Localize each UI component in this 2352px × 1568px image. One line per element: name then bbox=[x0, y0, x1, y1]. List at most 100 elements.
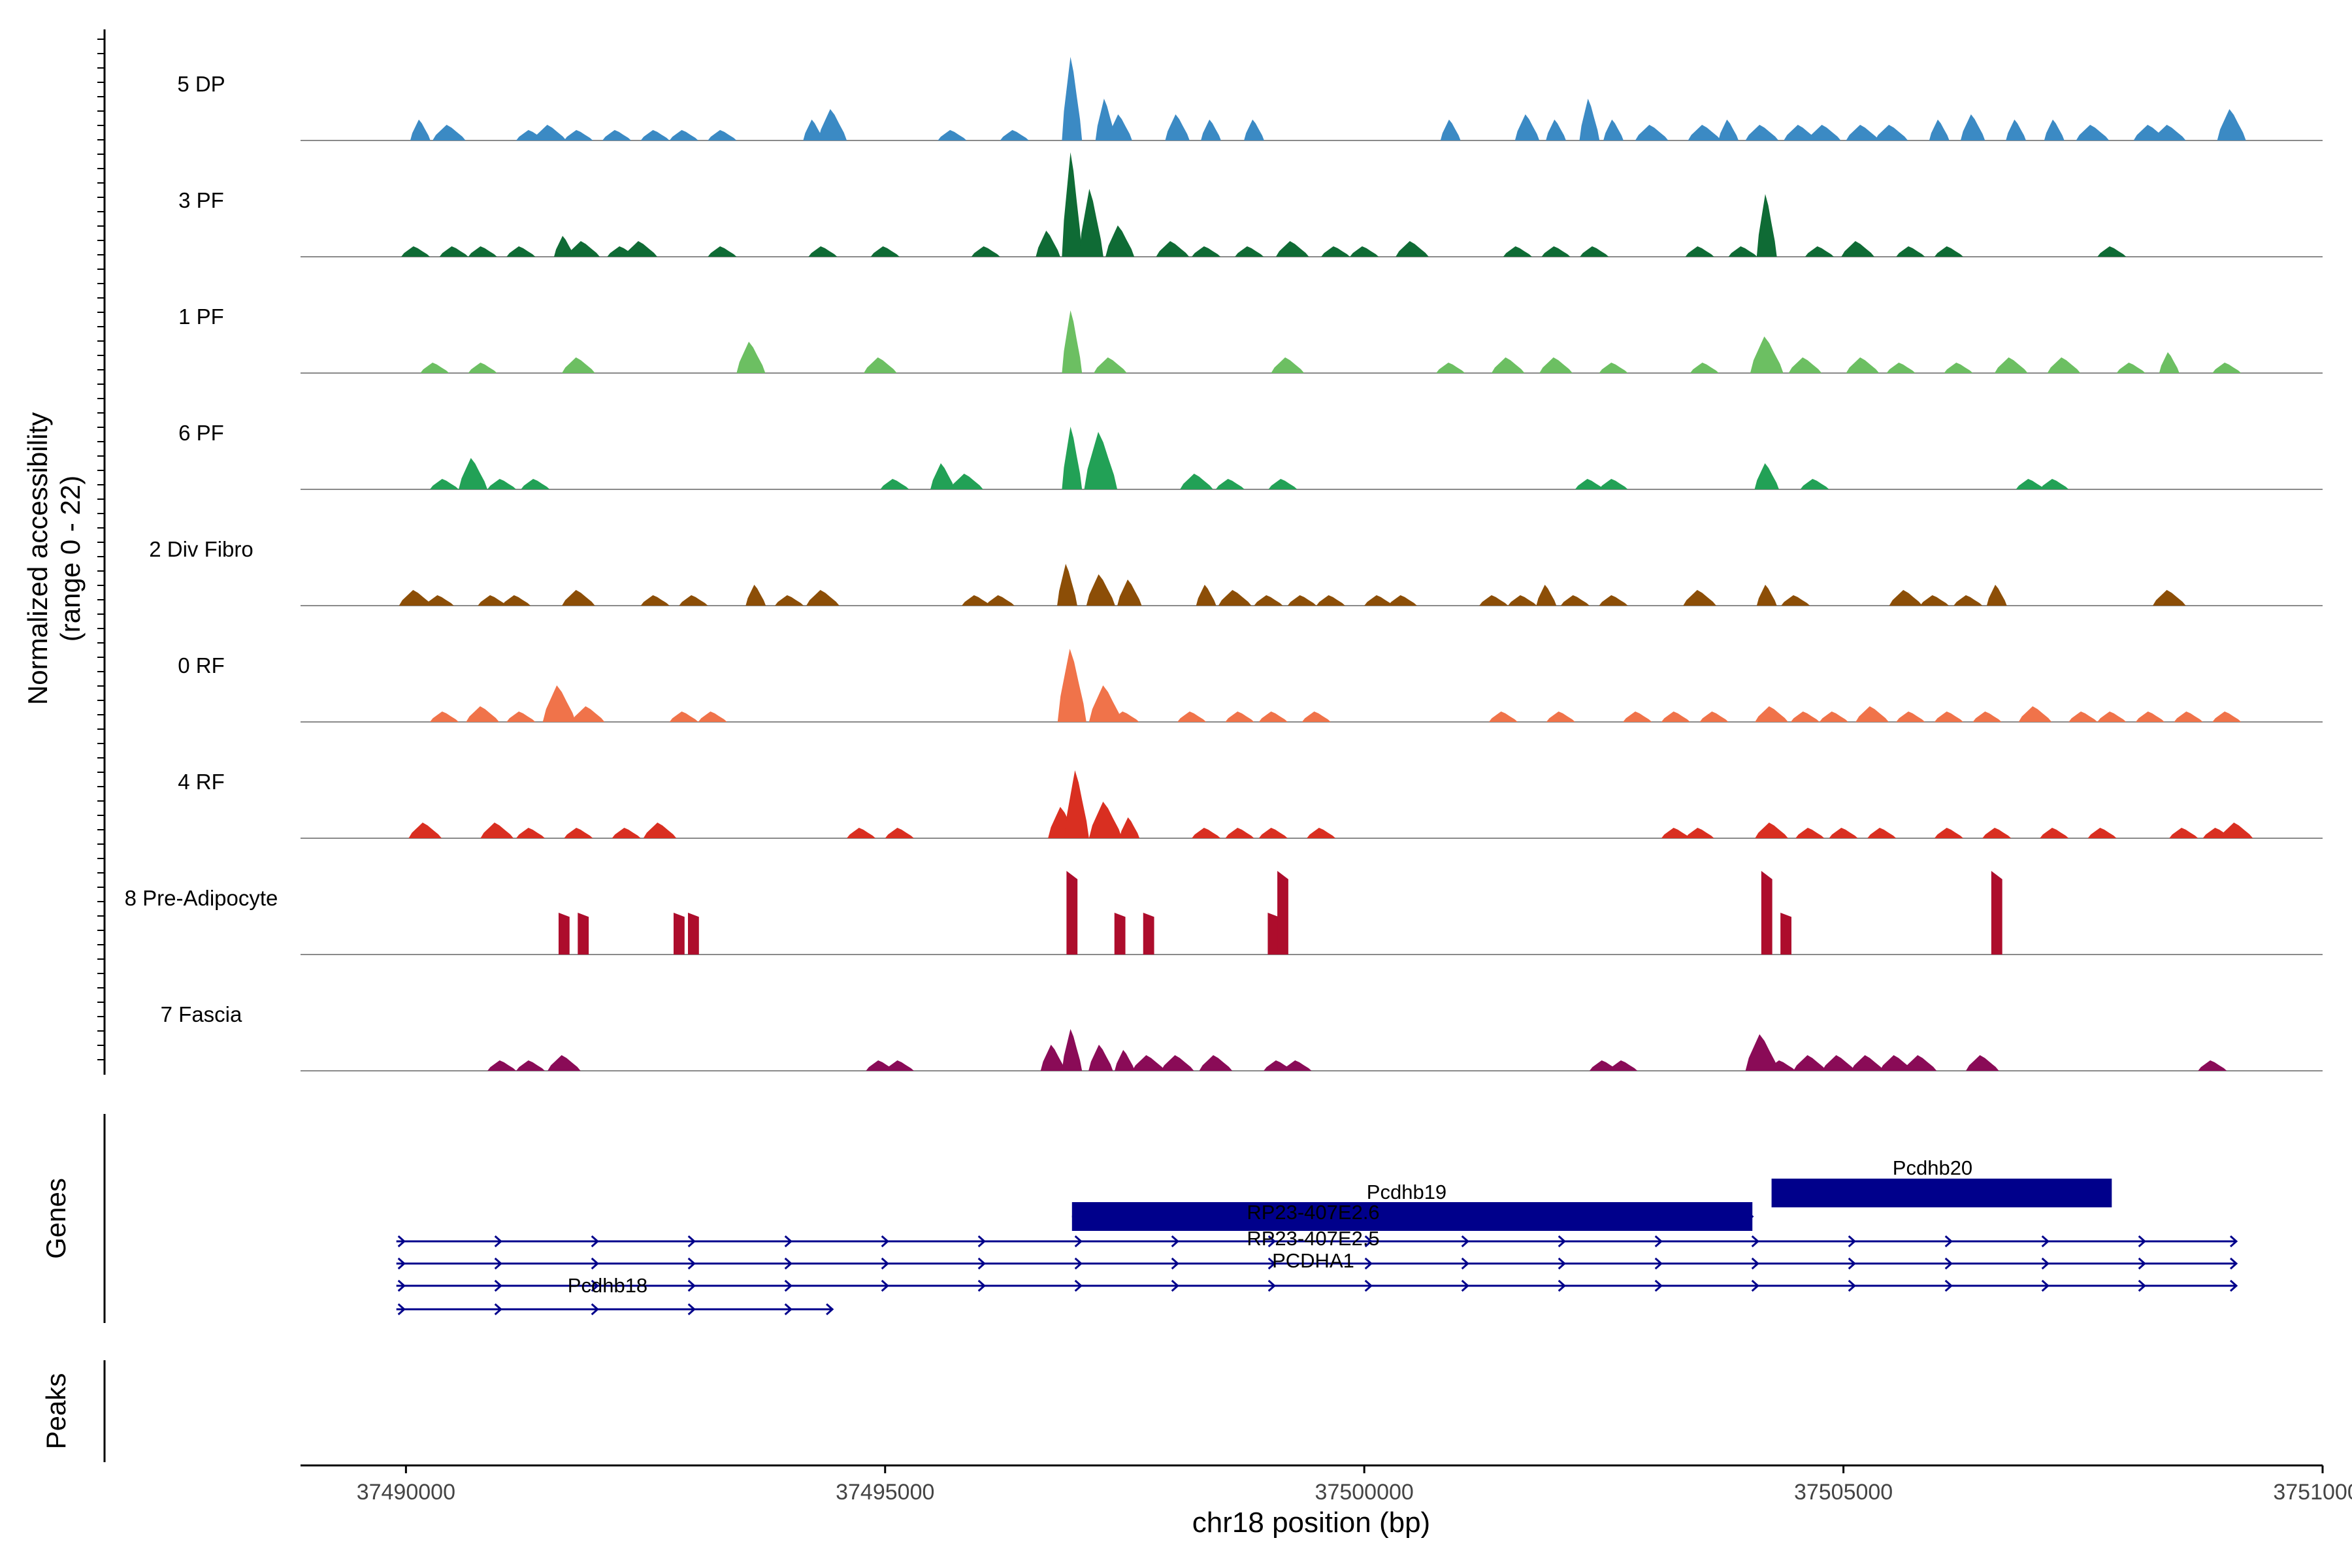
strand-arrow bbox=[2229, 1279, 2238, 1292]
coverage-peak bbox=[1718, 120, 1739, 140]
coverage-peak bbox=[1685, 828, 1714, 838]
coverage-peak bbox=[1934, 711, 1963, 722]
coverage-peak bbox=[433, 125, 466, 140]
strand-arrow bbox=[977, 1279, 986, 1292]
strand-arrow bbox=[1654, 1257, 1663, 1270]
coverage-peak bbox=[558, 913, 570, 955]
coverage-peak bbox=[2198, 1060, 2227, 1071]
coverage-peak bbox=[1117, 580, 1142, 606]
coverage-peak bbox=[1057, 564, 1077, 606]
strand-arrow bbox=[1074, 1235, 1083, 1248]
strand-arrow bbox=[1461, 1235, 1469, 1248]
coverage-peak bbox=[643, 823, 677, 838]
coverage-peak bbox=[1953, 595, 1983, 606]
coverage-peak bbox=[516, 828, 546, 838]
coverage-peak bbox=[430, 479, 459, 489]
coverage-peak bbox=[1105, 225, 1135, 257]
strand-arrow bbox=[2229, 1235, 2238, 1248]
strand-arrow bbox=[1074, 1279, 1083, 1292]
coverage-peak bbox=[1661, 711, 1690, 722]
gene-label: Pcdhb19 bbox=[1367, 1181, 1446, 1203]
strand-arrow bbox=[1364, 1279, 1373, 1292]
coverage-peak bbox=[1440, 120, 1461, 140]
strand-arrow bbox=[1556, 1210, 1565, 1223]
strand-arrow bbox=[591, 1303, 599, 1316]
coverage-peak bbox=[468, 246, 497, 257]
coverage-peak bbox=[487, 479, 517, 489]
coverage-peak bbox=[1821, 1055, 1855, 1071]
coverage-peak bbox=[1491, 357, 1525, 373]
strand-arrow bbox=[591, 1235, 599, 1248]
peaks-panel: Peaks bbox=[41, 1360, 106, 1462]
coverage-peak bbox=[669, 130, 698, 140]
coverage-peak bbox=[1879, 1055, 1913, 1071]
track-5-dp: 5 DP bbox=[177, 57, 2323, 141]
gene-transcript bbox=[396, 1303, 834, 1316]
coverage-peak bbox=[2169, 828, 2198, 838]
coverage-peak bbox=[1301, 711, 1331, 722]
coverage-peak bbox=[425, 595, 454, 606]
coverage-peak bbox=[1132, 1055, 1166, 1071]
coverage-peak bbox=[938, 130, 967, 140]
x-axis-title: chr18 position (bp) bbox=[1192, 1507, 1430, 1539]
coverage-peak bbox=[562, 357, 595, 373]
coverage-peak bbox=[2217, 109, 2246, 140]
coverage-peak bbox=[775, 595, 804, 606]
coverage-peak bbox=[410, 120, 431, 140]
coverage-peak bbox=[516, 1060, 546, 1071]
coverage-peak bbox=[2040, 479, 2069, 489]
strand-arrow bbox=[784, 1257, 792, 1270]
track-3-pf: 3 PF bbox=[178, 152, 2323, 257]
strand-arrow bbox=[1461, 1279, 1469, 1292]
strand-arrow bbox=[1460, 1210, 1469, 1223]
gene-label: Pcdhb20 bbox=[1893, 1156, 1972, 1179]
coverage-peak bbox=[1580, 246, 1609, 257]
strand-arrow bbox=[1171, 1235, 1179, 1248]
coverage-peak bbox=[687, 913, 699, 955]
coverage-peak bbox=[1972, 711, 2002, 722]
coverage-peak bbox=[1944, 363, 1973, 373]
strand-arrow bbox=[2041, 1257, 2050, 1270]
track-label: 4 RF bbox=[178, 770, 225, 794]
x-tick-label: 37500000 bbox=[1315, 1480, 1414, 1505]
coverage-peak bbox=[1115, 1050, 1135, 1071]
strand-arrow bbox=[687, 1279, 696, 1292]
track-1-pf: 1 PF bbox=[178, 304, 2323, 374]
coverage-peak bbox=[1062, 1029, 1083, 1071]
coverage-peak bbox=[1436, 363, 1465, 373]
gene-rp23-407e2-5: RP23-407E2.5 bbox=[396, 1227, 2238, 1250]
coverage-peak bbox=[2097, 711, 2127, 722]
track-0-rf: 0 RF bbox=[178, 649, 2323, 723]
coverage-peak bbox=[1350, 246, 1379, 257]
coverage-peak bbox=[1599, 595, 1628, 606]
coverage-peak bbox=[1795, 828, 1825, 838]
gene-rp23-407e2-6: RP23-407E2.6 bbox=[1071, 1201, 1754, 1224]
coverage-peak bbox=[2116, 363, 2146, 373]
coverage-peak bbox=[1160, 1055, 1194, 1071]
coverage-peak bbox=[1503, 246, 1532, 257]
strand-arrow bbox=[687, 1257, 696, 1270]
coverage-peak bbox=[950, 474, 983, 489]
genes-label: Genes bbox=[41, 1178, 71, 1259]
strand-arrow bbox=[1558, 1279, 1566, 1292]
coverage-peak bbox=[1114, 913, 1126, 955]
coverage-peak bbox=[430, 711, 459, 722]
coverage-peak bbox=[1819, 711, 1848, 722]
coverage-peak bbox=[640, 130, 670, 140]
track-label: 0 RF bbox=[178, 653, 225, 678]
coverage-peak bbox=[1192, 246, 1221, 257]
coverage-peak bbox=[2212, 711, 2242, 722]
strand-arrow bbox=[1169, 1210, 1179, 1223]
track-7-fascia: 7 Fascia bbox=[161, 1002, 2323, 1071]
coverage-peak bbox=[2219, 823, 2253, 838]
strand-arrow bbox=[1267, 1235, 1276, 1248]
coverage-peak bbox=[542, 685, 576, 722]
coverage-peak bbox=[1225, 828, 1254, 838]
coverage-peak bbox=[1218, 590, 1252, 606]
coverage-peak bbox=[1934, 246, 1963, 257]
coverage-peak bbox=[1790, 711, 1820, 722]
coverage-peak bbox=[2006, 120, 2027, 140]
gene-label: PCDHA1 bbox=[1272, 1249, 1354, 1272]
